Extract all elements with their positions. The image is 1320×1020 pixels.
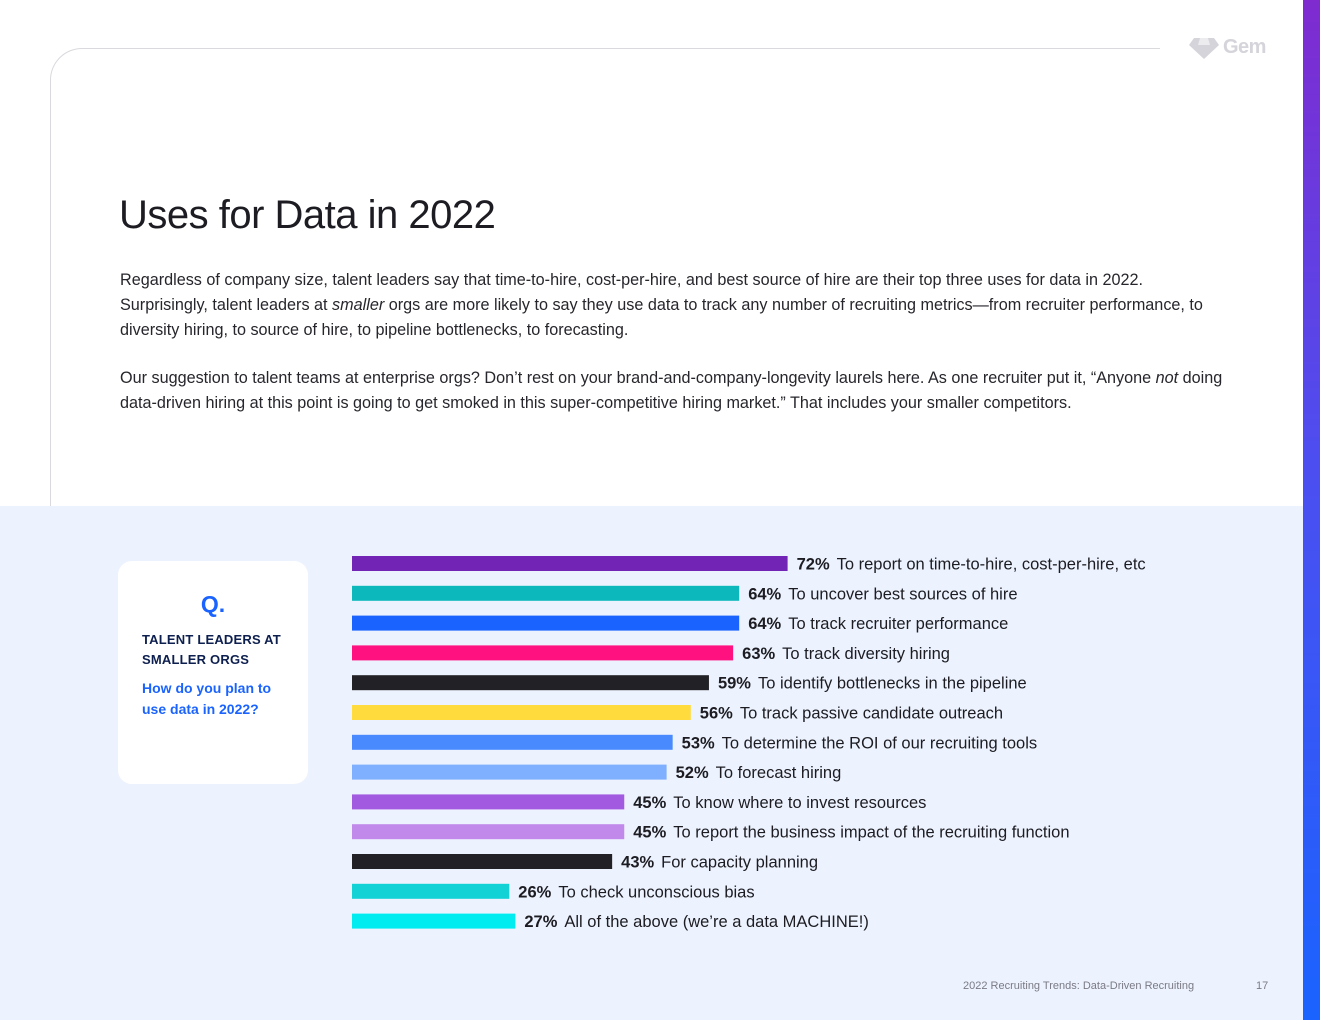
question-card: Q. TALENT LEADERS AT SMALLER ORGS How do… bbox=[118, 561, 308, 784]
page-title: Uses for Data in 2022 bbox=[119, 193, 496, 237]
bar-label-1: 72% To report on time-to-hire, cost-per-h… bbox=[797, 556, 1146, 574]
bar-5 bbox=[352, 675, 709, 691]
value-label-13: 27% bbox=[524, 913, 557, 931]
bar-7 bbox=[352, 734, 673, 750]
gradient-edge-strip bbox=[1303, 0, 1320, 1020]
bar-4 bbox=[352, 645, 734, 661]
bar-label-9: 45% To know where to invest resources bbox=[633, 794, 926, 812]
bar-1 bbox=[352, 556, 788, 571]
category-label-11: For capacity planning bbox=[661, 854, 818, 872]
bar-label-2: 64% To uncover best sources of hire bbox=[748, 585, 1017, 603]
bar-label-6: 56% To track passive candidate outreach bbox=[700, 705, 1003, 723]
bar-3 bbox=[352, 615, 740, 631]
bar-label-8: 52% To forecast hiring bbox=[676, 764, 842, 782]
category-label-10: To report the business impact of the rec… bbox=[673, 824, 1069, 842]
bar-12 bbox=[352, 883, 510, 899]
intro-paragraph: Regardless of company size, talent leade… bbox=[120, 271, 1203, 339]
category-label-8: To forecast hiring bbox=[716, 764, 842, 782]
category-label-9: To know where to invest resources bbox=[673, 794, 926, 812]
category-label-3: To track recruiter performance bbox=[788, 615, 1008, 633]
bar-label-5: 59% To identify bottlenecks in the pipeli… bbox=[718, 675, 1027, 693]
value-label-3: 64% bbox=[748, 615, 781, 633]
bar-label-12: 26% To check unconscious bias bbox=[518, 883, 754, 901]
bar-label-10: 45% To report the business impact of the … bbox=[633, 824, 1069, 842]
value-label-5: 59% bbox=[718, 675, 751, 693]
value-label-8: 52% bbox=[676, 764, 709, 782]
bar-8 bbox=[352, 764, 667, 780]
category-label-5: To identify bottlenecks in the pipeline bbox=[758, 675, 1027, 693]
question-text: How do you plan to use data in 2022? bbox=[142, 680, 272, 717]
gem-logo-icon bbox=[1189, 38, 1219, 59]
category-label-2: To uncover best sources of hire bbox=[788, 585, 1017, 603]
question-mark-label: Q. bbox=[200, 591, 226, 617]
category-label-7: To determine the ROI of our recruiting t… bbox=[722, 734, 1037, 752]
brand-logo: Gem bbox=[1188, 34, 1266, 60]
brand-name: Gem bbox=[1223, 35, 1266, 58]
value-label-2: 64% bbox=[748, 585, 781, 603]
bar-10 bbox=[352, 824, 625, 840]
value-label-6: 56% bbox=[700, 705, 733, 723]
category-label-12: To check unconscious bias bbox=[558, 883, 754, 901]
category-label-6: To track passive candidate outreach bbox=[740, 705, 1003, 723]
value-label-4: 63% bbox=[742, 645, 775, 663]
value-label-9: 45% bbox=[633, 794, 666, 812]
bar-label-4: 63% To track diversity hiring bbox=[742, 645, 950, 663]
emphasis-not: not bbox=[1155, 369, 1179, 387]
value-label-10: 45% bbox=[633, 824, 666, 842]
bar-label-11: 43% For capacity planning bbox=[621, 854, 818, 872]
footer-document-title: 2022 Recruiting Trends: Data-Driven Recr… bbox=[963, 980, 1195, 992]
bar-13 bbox=[352, 913, 516, 929]
category-label-13: All of the above (we’re a data MACHINE!) bbox=[564, 913, 868, 931]
bar-11 bbox=[352, 854, 613, 869]
bar-2 bbox=[352, 585, 740, 601]
category-label-1: To report on time-to-hire, cost-per-hire… bbox=[837, 556, 1146, 574]
emphasis-smaller: smaller bbox=[332, 296, 385, 314]
bar-label-13: 27% All of the above (we’re a data MACHIN… bbox=[524, 913, 869, 931]
value-label-7: 53% bbox=[682, 734, 715, 752]
bar-label-7: 53% To determine the ROI of our recruitin… bbox=[682, 734, 1038, 752]
value-label-1: 72% bbox=[797, 556, 830, 574]
value-label-12: 26% bbox=[518, 883, 551, 901]
bar-label-3: 64% To track recruiter performance bbox=[748, 615, 1008, 633]
footer-page-number: 17 bbox=[1256, 980, 1269, 992]
bar-6 bbox=[352, 705, 691, 720]
value-label-11: 43% bbox=[621, 854, 654, 872]
category-label-4: To track diversity hiring bbox=[782, 645, 950, 663]
question-audience: TALENT LEADERS AT SMALLER ORGS bbox=[142, 632, 281, 667]
bar-9 bbox=[352, 794, 625, 810]
suggestion-paragraph: Our suggestion to talent teams at enterp… bbox=[120, 369, 1223, 412]
